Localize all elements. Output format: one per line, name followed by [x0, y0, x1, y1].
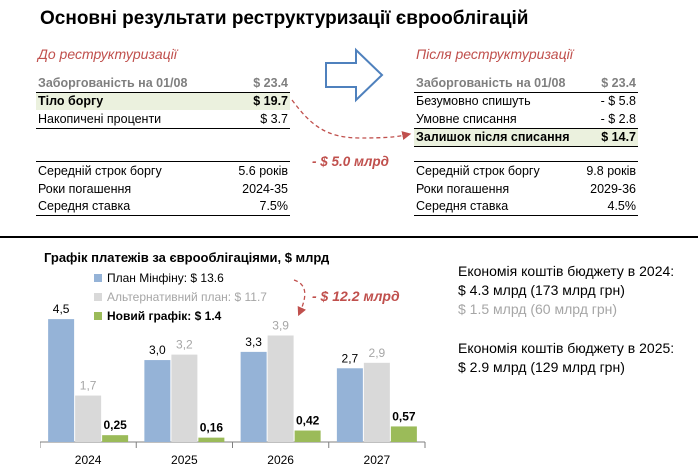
bar-s1-2025: [171, 354, 198, 442]
bar-label-s0-2025: 3,0: [149, 343, 166, 357]
row-value: $ 3.7: [238, 110, 290, 129]
bar-label-s1-2024: 1,7: [80, 379, 97, 393]
bar-s1-2026: [267, 335, 294, 442]
chart-cut-label: - $ 12.2 млрд: [312, 288, 400, 304]
bar-s1-2024: [75, 395, 102, 442]
row-value: $ 23.4: [238, 74, 290, 93]
bar-s2-2024: [102, 435, 129, 442]
table-row: Умовне списання - $ 2.8: [414, 110, 638, 129]
row-label: Роки погашення: [38, 181, 132, 196]
section-divider: [0, 236, 698, 238]
row-value: 7.5%: [214, 197, 290, 216]
bar-label-s0-2027: 2,7: [342, 351, 359, 365]
table-row: Заборгованість на 01/08 $ 23.4: [36, 74, 290, 93]
bar-label-s2-2025: 0,16: [200, 421, 224, 435]
row-value: - $ 2.8: [593, 110, 638, 129]
legend-swatch-alt: [94, 292, 102, 301]
x-tick-label-2027: 2027: [364, 453, 391, 467]
x-tick-label-2024: 2024: [75, 453, 102, 467]
bar-label-s2-2026: 0,42: [296, 414, 320, 428]
bar-s0-2025: [144, 360, 171, 442]
row-label: Накопичені проценти: [36, 110, 239, 129]
row-label: Умовне списання: [414, 110, 594, 129]
legend-item-new: Новий графік: $ 1.4: [94, 306, 267, 325]
bar-label-s0-2024: 4,5: [53, 302, 70, 316]
legend-label-new: Новий графік: $ 1.4: [107, 308, 222, 323]
row-label: Роки погашення: [416, 181, 510, 196]
row-label: Безумовно спишуть: [416, 94, 531, 109]
bar-s2-2026: [294, 430, 321, 442]
bar-label-s2-2027: 0,57: [392, 409, 416, 423]
bar-label-s0-2026: 3,3: [245, 335, 262, 349]
before-debt-table: Заборгованість на 01/08 $ 23.4 Тіло борг…: [36, 74, 290, 129]
economy-2025-title: Економія коштів бюджету в 2025:: [458, 340, 675, 356]
bar-label-s1-2026: 3,9: [272, 319, 289, 333]
table-row: Середній строк боргу 5.6 років: [36, 161, 290, 180]
row-value: $ 14.7: [593, 128, 638, 147]
right-arrow-icon: [325, 47, 384, 103]
bar-label-s1-2027: 2,9: [369, 346, 386, 360]
bar-label-s2-2024: 0,25: [103, 418, 127, 432]
row-label: Тіло боргу: [36, 92, 239, 110]
economy-2024-title: Економія коштів бюджету в 2024:: [458, 263, 675, 279]
table-row: Безумовно спишуть - $ 5.8: [414, 92, 638, 110]
bar-label-s1-2025: 3,2: [176, 338, 193, 352]
chart-legend: План Мінфіну: $ 13.6 Альтернативний план…: [94, 268, 267, 325]
legend-item-plan: План Мінфіну: $ 13.6: [94, 268, 267, 287]
bar-s2-2025: [198, 437, 225, 442]
debt-cut-arrow: [291, 99, 412, 140]
table-row: Роки погашення 2029-36: [414, 180, 638, 198]
row-label: Середня ставка: [414, 197, 572, 216]
table-row: Середній строк боргу 9.8 років: [414, 161, 638, 180]
chart-title: Графік платежів за єврооблігаціями, $ мл…: [44, 250, 330, 265]
legend-label-plan: План Мінфіну: $ 13.6: [107, 270, 224, 285]
legend-label-alt: Альтернативний план: $ 11.7: [107, 289, 267, 304]
row-label: Середня ставка: [36, 197, 215, 216]
economy-2024-alt: $ 1.5 млрд (60 млрд грн): [458, 301, 618, 317]
row-label: Заборгованість на 01/08: [414, 74, 594, 93]
row-value: $ 23.4: [593, 74, 638, 93]
table-row: Середня ставка 7.5%: [36, 197, 290, 216]
bar-s2-2027: [390, 426, 417, 442]
row-value: 9.8 років: [571, 161, 638, 180]
debt-cut-label: - $ 5.0 млрд: [312, 154, 389, 169]
table-row: Роки погашення 2024-35: [36, 180, 290, 198]
table-row: Накопичені проценти $ 3.7: [36, 110, 290, 129]
after-debt-table: Заборгованість на 01/08 $ 23.4 Безумовно…: [414, 74, 638, 147]
page-title: Основні результати реструктуризації євро…: [40, 8, 529, 29]
row-label: Залишок після списання: [414, 128, 594, 147]
row-value: - $ 5.8: [600, 94, 636, 109]
chart-cut-arrow: [293, 279, 307, 317]
row-value: 5.6 років: [214, 161, 290, 180]
after-stats-table: Середній строк боргу 9.8 років Роки пога…: [414, 161, 638, 216]
x-tick-label-2025: 2025: [171, 453, 198, 467]
legend-item-alt: Альтернативний план: $ 11.7: [94, 287, 267, 306]
table-row: Середня ставка 4.5%: [414, 197, 638, 216]
bar-s0-2026: [240, 351, 267, 442]
row-label: Середній строк боргу: [414, 161, 572, 180]
table-row: Залишок після списання $ 14.7: [414, 128, 638, 147]
economy-2024-main: $ 4.3 млрд (173 млрд грн): [458, 282, 625, 298]
table-row: Тіло боргу $ 19.7: [36, 92, 290, 110]
after-heading: Після реструктуризації: [416, 46, 573, 62]
before-heading: До реструктуризації: [38, 46, 177, 62]
payments-chart: 4,5 1,7 0,25 2024 3,0 3,2 0,16 2025 3,3 3,9 0,42 20…: [40, 302, 426, 467]
legend-swatch-plan: [94, 273, 102, 282]
row-value: 4.5%: [571, 197, 638, 216]
row-value: $ 19.7: [238, 92, 290, 110]
bar-s0-2024: [48, 319, 75, 442]
bar-s0-2027: [336, 368, 363, 442]
row-value: 2029-36: [590, 181, 636, 196]
before-stats-table: Середній строк боргу 5.6 років Роки пога…: [36, 161, 290, 216]
row-value: 2024-35: [242, 181, 288, 196]
table-row: Заборгованість на 01/08 $ 23.4: [414, 74, 638, 93]
row-label: Середній строк боргу: [36, 161, 215, 180]
bar-s1-2027: [363, 362, 390, 442]
row-label: Заборгованість на 01/08: [36, 74, 239, 93]
legend-swatch-new: [94, 311, 102, 320]
x-tick-label-2026: 2026: [267, 453, 294, 467]
economy-2025-main: $ 2.9 млрд (129 млрд грн): [458, 359, 625, 375]
